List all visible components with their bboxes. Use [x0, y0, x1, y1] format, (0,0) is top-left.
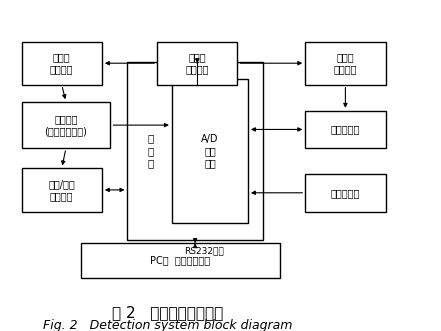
- Bar: [22, 102, 110, 148]
- Text: 单
片
机: 单 片 机: [148, 134, 154, 168]
- Text: 图 2   检测系统总体框图: 图 2 检测系统总体框图: [112, 305, 223, 320]
- Text: 温度传感器: 温度传感器: [331, 188, 360, 198]
- Bar: [305, 174, 385, 212]
- Bar: [157, 42, 237, 85]
- Bar: [305, 42, 385, 85]
- Bar: [127, 62, 263, 240]
- Bar: [172, 79, 248, 223]
- Text: RS232转换: RS232转换: [184, 246, 224, 255]
- Text: A/D
转换
电路: A/D 转换 电路: [201, 134, 219, 168]
- Text: PC机  人机交互界面: PC机 人机交互界面: [150, 256, 210, 265]
- Text: 电磁波
信号放大: 电磁波 信号放大: [50, 52, 74, 74]
- Text: 检测装置
(同轴线传感器): 检测装置 (同轴线传感器): [45, 114, 87, 136]
- Text: 喷油/排油
控制系统: 喷油/排油 控制系统: [49, 179, 75, 201]
- Text: Fig. 2   Detection system block diagram: Fig. 2 Detection system block diagram: [43, 318, 292, 331]
- Bar: [305, 111, 385, 148]
- Bar: [22, 168, 102, 212]
- Text: 电磁波
产生电路: 电磁波 产生电路: [186, 52, 209, 74]
- Text: 程控放大器: 程控放大器: [331, 124, 360, 134]
- Text: 相位差
测量电路: 相位差 测量电路: [334, 52, 357, 74]
- Bar: [22, 42, 102, 85]
- Bar: [81, 243, 280, 278]
